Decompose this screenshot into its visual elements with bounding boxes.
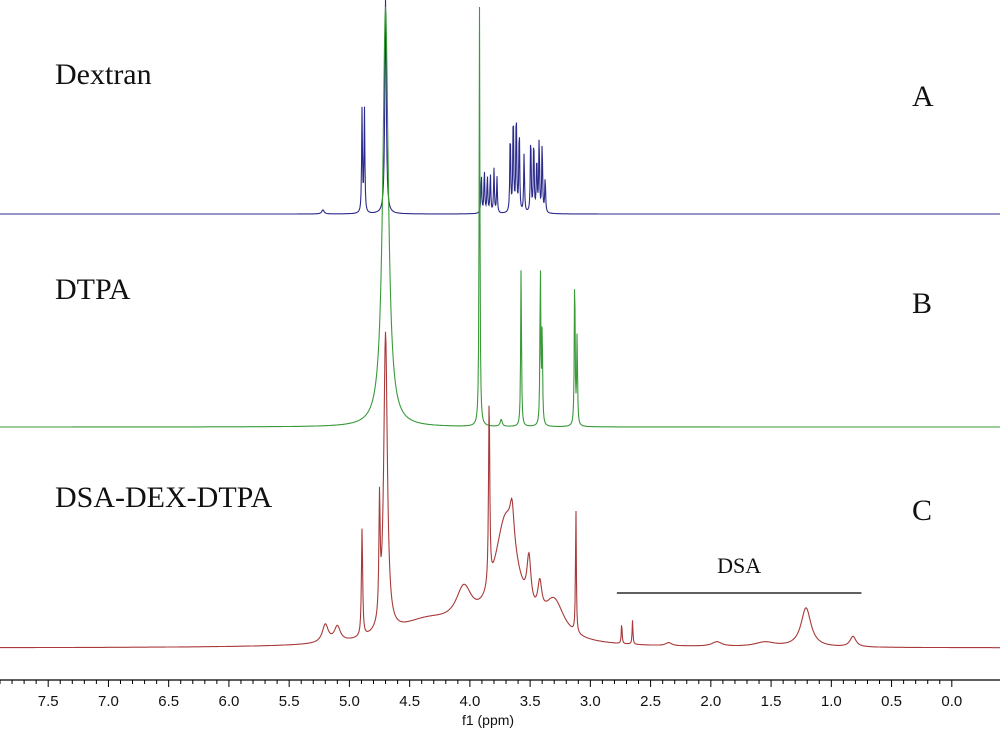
- x-tick-label: 7.5: [38, 693, 59, 710]
- x-tick-label: 1.0: [821, 693, 842, 710]
- x-tick-label: 0.0: [941, 693, 962, 710]
- x-tick-label: 1.5: [761, 693, 782, 710]
- x-tick-label: 0.5: [881, 693, 902, 710]
- series-label-dtpa: DTPA: [55, 273, 131, 306]
- x-tick-label: 6.0: [218, 693, 239, 710]
- x-tick-label: 4.0: [459, 693, 480, 710]
- series-tag-a: A: [912, 80, 934, 113]
- dsa-annotation-label: DSA: [717, 553, 761, 578]
- series-tag-c: C: [912, 494, 932, 527]
- x-axis-label: f1 (ppm): [462, 712, 514, 728]
- x-tick-label: 4.5: [399, 693, 420, 710]
- x-axis-ticks: 7.5 7.0 6.5 6.0 5.5 5.0 4.5 4.0 3.5 3.0 2.5 2.0 1.5 1…: [0, 680, 962, 710]
- x-tick-label: 2.5: [640, 693, 661, 710]
- x-tick-label: 7.0: [98, 693, 119, 710]
- x-tick-label: 2.0: [700, 693, 721, 710]
- series-tag-b: B: [912, 287, 932, 320]
- spectrum-trace-c: [0, 331, 1000, 649]
- spectrum-trace-a: [0, 0, 1000, 215]
- x-tick-label: 6.5: [158, 693, 179, 710]
- x-tick-label: 5.5: [279, 693, 300, 710]
- spectrum-trace-b: [0, 6, 1000, 428]
- x-tick-label: 5.0: [339, 693, 360, 710]
- spectra-traces: [0, 0, 1000, 649]
- series-label-dextran: Dextran: [55, 58, 152, 91]
- series-label-dsa-dex-dtpa: DSA-DEX-DTPA: [55, 481, 273, 514]
- x-tick-label: 3.0: [580, 693, 601, 710]
- x-tick-label: 3.5: [520, 693, 541, 710]
